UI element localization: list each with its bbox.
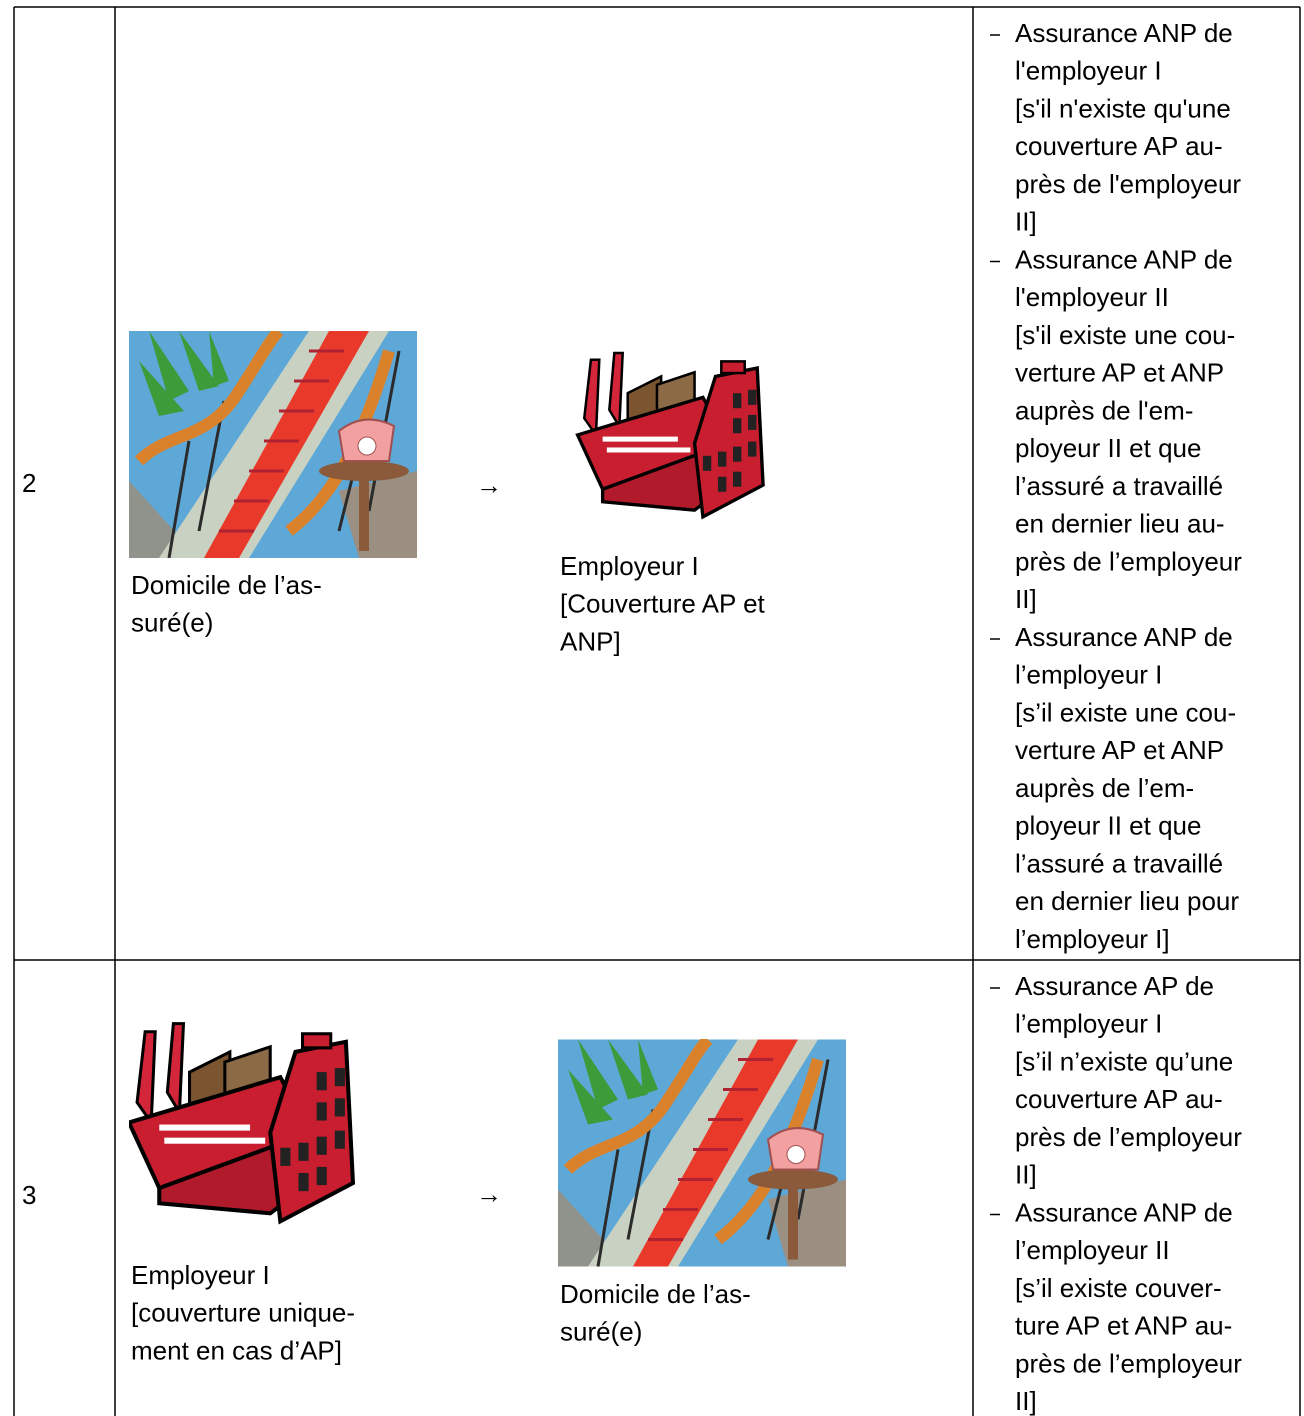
list-item-line: ployeur II et que [1015, 811, 1201, 841]
list-item-line: près de l’employeur [1015, 546, 1242, 576]
arrow: → [476, 1179, 502, 1209]
list-item-line: près de l'employeur [1015, 169, 1241, 199]
list-item-line: l’employeur I [1015, 1009, 1162, 1039]
list-item-line: l’employeur II [1015, 1235, 1170, 1265]
to-label: Employeur I [560, 551, 699, 581]
table-row: 3 Employeur I [couverture unique-ment en c… [22, 971, 1242, 1416]
list-item-line: [s'il n'existe qu'une [1015, 93, 1231, 123]
list-item-line: II] [1015, 1160, 1037, 1190]
row-number: 3 [22, 1180, 36, 1210]
list-item-line: l’assuré a travaillé [1015, 848, 1223, 878]
list-item-line: [s'il existe une cou- [1015, 320, 1235, 350]
list-item-line: couverture AP au- [1015, 1084, 1223, 1114]
factory-illustration [129, 1024, 353, 1222]
list-item-line: verture AP et ANP [1015, 358, 1224, 388]
table-row: 2 Domicile de l’as-suré(e) Employeur I [Cou… [22, 18, 1242, 954]
list-item-line: II] [1015, 584, 1037, 614]
from-label: Employeur I [131, 1260, 270, 1290]
list-item-line: l'employeur I [1015, 56, 1162, 86]
list-item-line: Assurance ANP de [1015, 622, 1233, 652]
from-label: Domicile de l’as- [131, 570, 322, 600]
list-item-line: en dernier lieu pour [1015, 886, 1239, 916]
stairs-illustration [558, 1040, 846, 1267]
list-item-line: [s’il existe une cou- [1015, 697, 1236, 727]
from-label: [couverture unique- [131, 1298, 355, 1328]
list-item-line: [s’il existe couver- [1015, 1273, 1222, 1303]
to-label: [Couverture AP et [560, 589, 766, 619]
list-item-line: Assurance ANP de [1015, 244, 1233, 274]
list-item-line: auprès de l’em- [1015, 773, 1194, 803]
from-label: suré(e) [131, 608, 213, 638]
stairs-illustration [129, 331, 417, 558]
list-item-line: l'employeur II [1015, 282, 1169, 312]
to-label: suré(e) [560, 1317, 642, 1347]
list-item-line: l’employeur I] [1015, 924, 1170, 954]
factory-illustration [578, 353, 764, 517]
to-label: ANP] [560, 626, 621, 656]
list-item-line: ture AP et ANP au- [1015, 1311, 1232, 1341]
list-item-line: près de l’employeur [1015, 1348, 1242, 1378]
list-item-line: II] [1015, 207, 1037, 237]
list-item-line: ployeur II et que [1015, 433, 1201, 463]
row-number: 2 [22, 468, 36, 498]
list-item-line: [s’il n’existe qu’une [1015, 1046, 1233, 1076]
to-label: Domicile de l’as- [560, 1279, 751, 1309]
arrow: → [476, 470, 502, 500]
list-item-line: Assurance ANP de [1015, 1197, 1233, 1227]
list-item-line: près de l’employeur [1015, 1122, 1242, 1152]
list-item-line: Assurance ANP de [1015, 18, 1233, 48]
list-item-line: couverture AP au- [1015, 131, 1223, 161]
list-item-line: l’employeur I [1015, 660, 1162, 690]
list-item-line: Assurance AP de [1015, 971, 1214, 1001]
from-label: ment en cas d’AP] [131, 1335, 342, 1365]
list-item-line: l’assuré a travaillé [1015, 471, 1223, 501]
list-item-line: auprès de l'em- [1015, 395, 1193, 425]
list-item-line: verture AP et ANP [1015, 735, 1224, 765]
list-item-line: en dernier lieu au- [1015, 509, 1225, 539]
list-item-line: II] [1015, 1386, 1037, 1416]
